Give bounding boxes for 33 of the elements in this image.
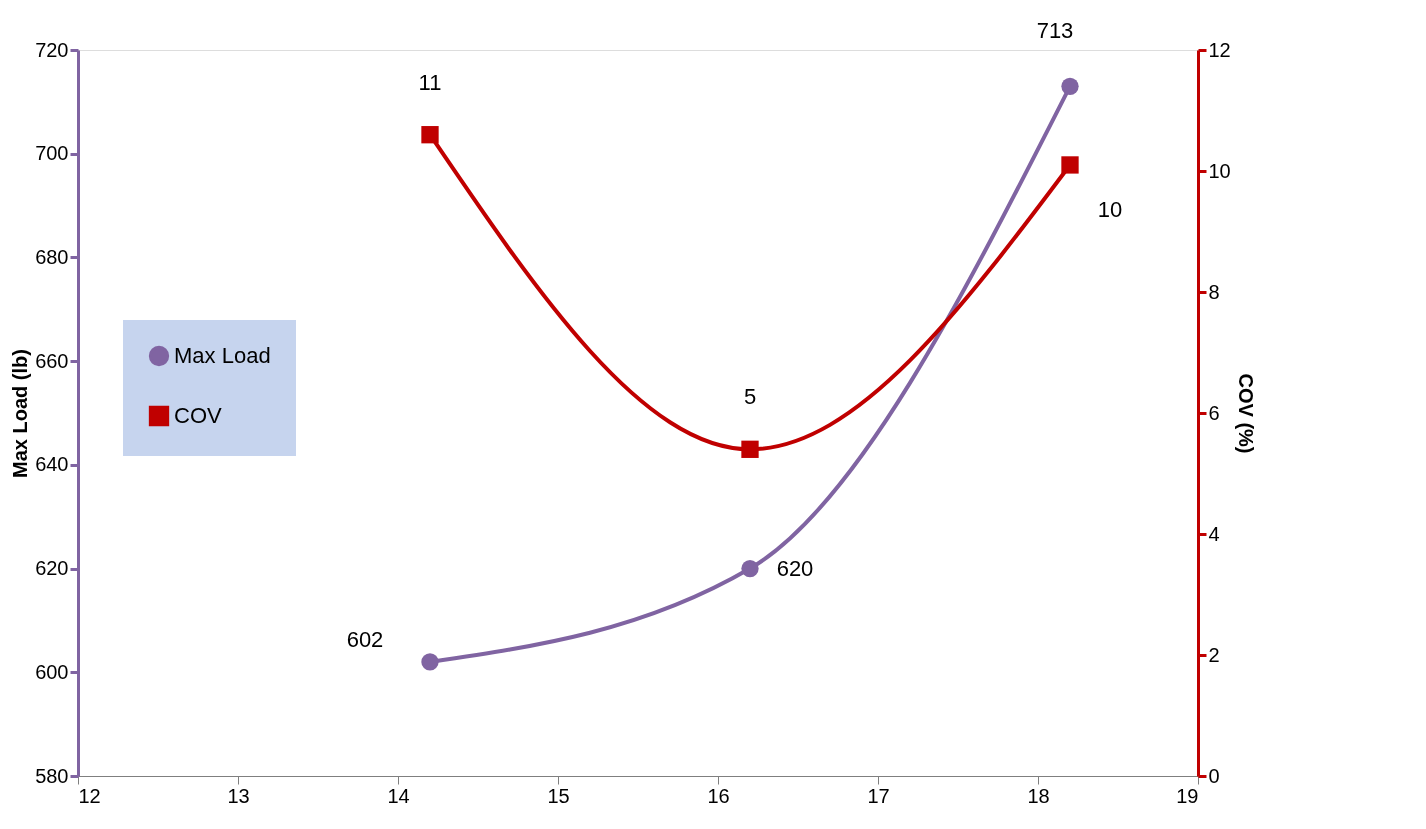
data-label: 620 [776, 555, 814, 581]
y-tick-label: 640 [35, 453, 69, 476]
data-label: 11 [418, 69, 442, 95]
data-label: 602 [346, 626, 384, 652]
y2-tick-label: 12 [1208, 38, 1231, 61]
y2-tick-label: 8 [1208, 280, 1220, 303]
legend-label: COV [174, 403, 222, 428]
y-tick-label: 620 [35, 557, 69, 580]
x-tick-label: 15 [547, 784, 570, 807]
y2-tick-label: 6 [1208, 401, 1220, 424]
y-axis-title: Max Load (lb) [9, 349, 32, 478]
legend-label: Max Load [174, 343, 271, 368]
x-tick-label: 14 [387, 784, 410, 807]
x-tick-label: 13 [227, 784, 250, 807]
data-label: 5 [743, 384, 757, 410]
y-tick-label: 720 [35, 38, 69, 61]
y-tick-label: 600 [35, 660, 69, 683]
data-label: 713 [1036, 18, 1074, 44]
y-tick-label: 660 [35, 349, 69, 372]
x-tick-label: 19 [1176, 784, 1199, 807]
y-tick-label: 580 [35, 764, 69, 787]
x-tick-label: 16 [707, 784, 730, 807]
data-label: 10 [1097, 196, 1123, 222]
y2-tick-label: 0 [1208, 764, 1220, 787]
y2-tick-label: 4 [1208, 522, 1220, 545]
y-tick-label: 700 [35, 142, 69, 165]
x-tick-label: 12 [78, 784, 101, 807]
y-tick-label: 680 [35, 245, 69, 268]
y2-tick-label: 2 [1208, 643, 1220, 666]
y2-tick-label: 10 [1208, 159, 1231, 182]
x-tick-label: 18 [1027, 784, 1050, 807]
y2-axis-title: COV (%) [1234, 373, 1257, 454]
x-tick-label: 17 [867, 784, 890, 807]
